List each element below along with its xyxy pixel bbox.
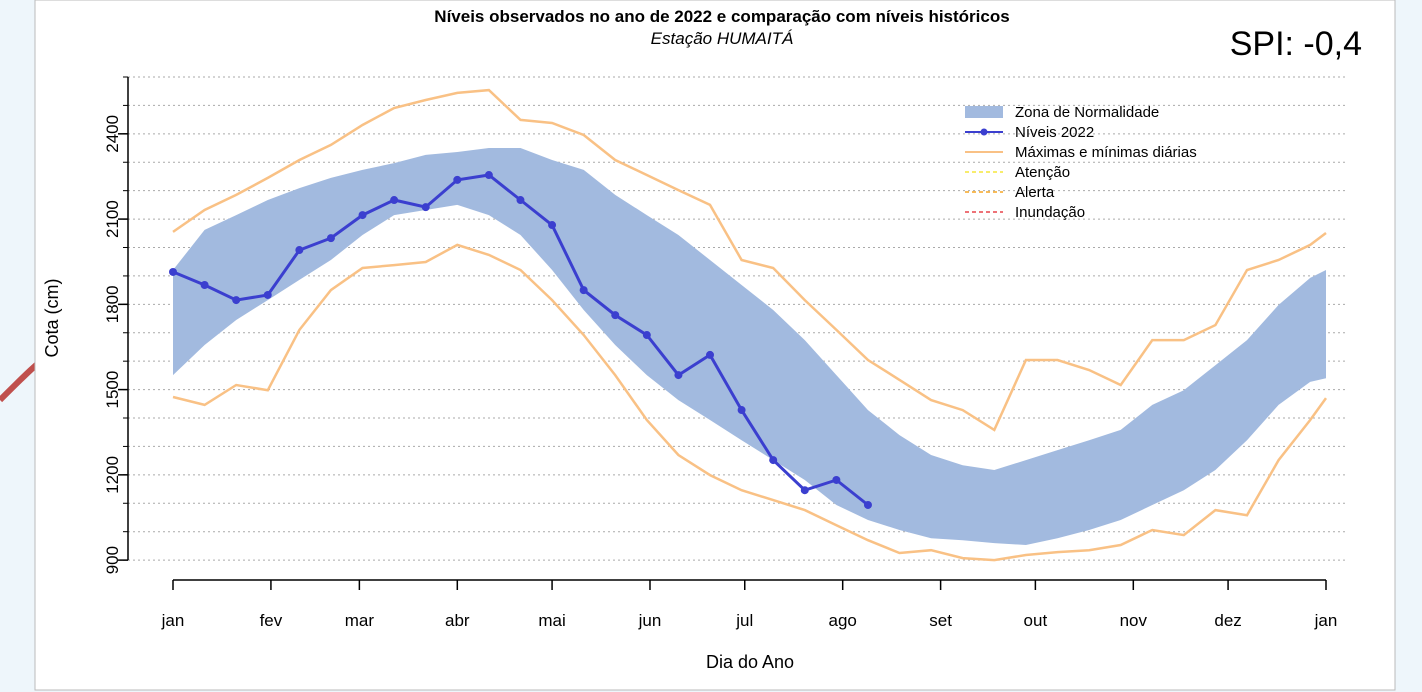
- x-tick-label: abr: [445, 611, 470, 630]
- x-tick-label: jan: [1314, 611, 1338, 630]
- series-point: [358, 211, 367, 220]
- series-point: [579, 286, 588, 295]
- y-axis-label: Cota (cm): [42, 278, 62, 357]
- series-point: [832, 475, 841, 484]
- series-point: [232, 296, 241, 305]
- legend-swatch: [965, 106, 1003, 118]
- series-point: [200, 281, 209, 290]
- legend-label: Atenção: [1015, 164, 1070, 181]
- annotation: SPI: -0,4: [1230, 25, 1362, 63]
- legend-swatch: [980, 128, 988, 136]
- x-tick-label: jan: [161, 611, 185, 630]
- chart-subtitle: Estação HUMAITÁ: [651, 29, 794, 48]
- series-point: [295, 246, 304, 255]
- y-tick-label: 1800: [103, 285, 122, 323]
- x-tick-label: nov: [1120, 611, 1148, 630]
- x-tick-label: dez: [1214, 611, 1241, 630]
- series-point: [863, 500, 872, 509]
- series-point: [421, 203, 430, 212]
- x-tick-label: set: [929, 611, 952, 630]
- x-axis-label: Dia do Ano: [706, 652, 794, 672]
- y-tick-label: 2100: [103, 200, 122, 238]
- series-point: [674, 371, 683, 380]
- normal-zone: [173, 148, 1326, 545]
- envelope-line: [172, 243, 1328, 562]
- legend-label: Níveis 2022: [1015, 124, 1094, 141]
- series-point: [706, 350, 715, 359]
- x-tick-label: jun: [638, 611, 662, 630]
- x-tick-label: out: [1024, 611, 1048, 630]
- legend-label: Alerta: [1015, 184, 1055, 201]
- series-point: [484, 171, 493, 180]
- envelope-line: [172, 88, 1327, 432]
- series-point: [326, 234, 335, 243]
- x-tick-label: jul: [735, 611, 753, 630]
- series-point: [453, 175, 462, 184]
- legend-label: Inundação: [1015, 204, 1085, 221]
- x-tick-label: fev: [260, 611, 283, 630]
- y-tick-label: 1500: [103, 371, 122, 409]
- series-point: [516, 196, 525, 205]
- y-tick-label: 1200: [103, 456, 122, 494]
- series-point: [642, 331, 651, 340]
- series-point: [548, 221, 557, 230]
- series-point: [737, 406, 746, 415]
- y-tick-label: 2400: [103, 115, 122, 153]
- series-point: [800, 486, 809, 495]
- x-tick-label: mai: [538, 611, 565, 630]
- series-point: [769, 456, 778, 465]
- y-tick-label: 900: [103, 546, 122, 574]
- series-point: [390, 196, 399, 205]
- x-tick-label: ago: [829, 611, 857, 630]
- series-point: [263, 290, 272, 299]
- legend-label: Zona de Normalidade: [1015, 104, 1159, 121]
- series-point: [611, 311, 620, 320]
- chart-title: Níveis observados no ano de 2022 e compa…: [434, 7, 1009, 26]
- series-point: [169, 267, 177, 276]
- legend-label: Máximas e mínimas diárias: [1015, 144, 1197, 161]
- x-tick-label: mar: [345, 611, 375, 630]
